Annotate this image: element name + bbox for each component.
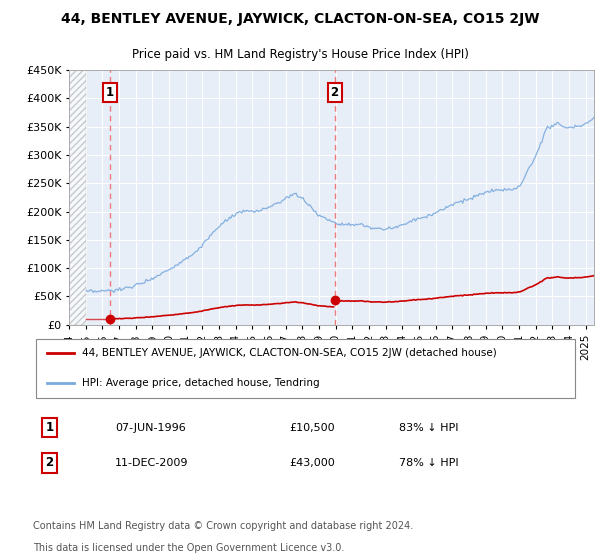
- Text: £43,000: £43,000: [290, 458, 335, 468]
- Text: Price paid vs. HM Land Registry's House Price Index (HPI): Price paid vs. HM Land Registry's House …: [131, 48, 469, 62]
- Text: Contains HM Land Registry data © Crown copyright and database right 2024.: Contains HM Land Registry data © Crown c…: [33, 521, 413, 531]
- Text: 07-JUN-1996: 07-JUN-1996: [115, 423, 185, 432]
- Text: 2: 2: [46, 456, 53, 469]
- Text: 1: 1: [106, 86, 114, 100]
- Text: 11-DEC-2009: 11-DEC-2009: [115, 458, 188, 468]
- FancyBboxPatch shape: [36, 339, 575, 398]
- Text: 78% ↓ HPI: 78% ↓ HPI: [399, 458, 458, 468]
- Bar: [69, 70, 86, 325]
- Text: £10,500: £10,500: [290, 423, 335, 432]
- Text: 44, BENTLEY AVENUE, JAYWICK, CLACTON-ON-SEA, CO15 2JW: 44, BENTLEY AVENUE, JAYWICK, CLACTON-ON-…: [61, 12, 539, 26]
- Text: 44, BENTLEY AVENUE, JAYWICK, CLACTON-ON-SEA, CO15 2JW (detached house): 44, BENTLEY AVENUE, JAYWICK, CLACTON-ON-…: [82, 348, 497, 358]
- Text: 83% ↓ HPI: 83% ↓ HPI: [399, 423, 458, 432]
- Text: HPI: Average price, detached house, Tendring: HPI: Average price, detached house, Tend…: [82, 378, 320, 388]
- Text: 1: 1: [46, 421, 53, 434]
- Text: This data is licensed under the Open Government Licence v3.0.: This data is licensed under the Open Gov…: [33, 543, 344, 553]
- Text: 2: 2: [331, 86, 339, 100]
